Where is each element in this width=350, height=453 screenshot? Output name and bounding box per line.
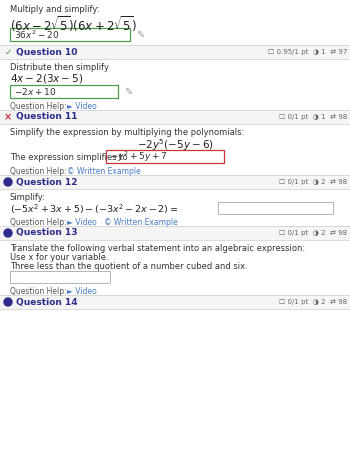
Text: ☐ 0.95/1 pt  ◑ 1  ⇄ 97: ☐ 0.95/1 pt ◑ 1 ⇄ 97 xyxy=(268,49,347,55)
Text: Simplify:: Simplify: xyxy=(10,193,46,202)
Text: The expression simplifies to: The expression simplifies to xyxy=(10,153,128,162)
Text: © Written Example: © Written Example xyxy=(104,218,177,227)
Text: Question 12: Question 12 xyxy=(16,178,77,187)
FancyBboxPatch shape xyxy=(0,295,350,309)
FancyBboxPatch shape xyxy=(10,28,130,41)
Text: ► Video: ► Video xyxy=(67,102,97,111)
Circle shape xyxy=(4,229,12,237)
FancyBboxPatch shape xyxy=(0,226,350,240)
Circle shape xyxy=(4,178,12,186)
FancyBboxPatch shape xyxy=(218,202,333,214)
Text: Three less than the quotient of a number cubed and six.: Three less than the quotient of a number… xyxy=(10,262,248,271)
Text: Question Help:: Question Help: xyxy=(10,167,66,176)
Text: ☐ 0/1 pt  ◑ 2  ⇄ 98: ☐ 0/1 pt ◑ 2 ⇄ 98 xyxy=(279,179,347,185)
FancyBboxPatch shape xyxy=(106,150,224,163)
Text: Question 10: Question 10 xyxy=(16,48,77,57)
Text: ✎: ✎ xyxy=(136,29,144,39)
Text: Question 11: Question 11 xyxy=(16,112,77,121)
Text: Simplify the expression by multiplying the polynomials:: Simplify the expression by multiplying t… xyxy=(10,128,244,137)
Text: $4x - 2(3x - 5)$: $4x - 2(3x - 5)$ xyxy=(10,72,83,85)
Text: ☐ 0/1 pt  ◑ 1  ⇄ 98: ☐ 0/1 pt ◑ 1 ⇄ 98 xyxy=(279,114,347,120)
Text: $36x^2 - 20$: $36x^2 - 20$ xyxy=(14,28,60,41)
Text: Use x for your variable.: Use x for your variable. xyxy=(10,253,108,262)
Text: Distribute then simplify: Distribute then simplify xyxy=(10,63,109,72)
Text: ► Video: ► Video xyxy=(67,287,97,296)
FancyBboxPatch shape xyxy=(0,175,350,189)
Text: $-y^2 + 5y + 7$: $-y^2 + 5y + 7$ xyxy=(110,149,168,164)
Text: ✓: ✓ xyxy=(4,48,12,57)
Text: ☐ 0/1 pt  ◑ 2  ⇄ 98: ☐ 0/1 pt ◑ 2 ⇄ 98 xyxy=(279,299,347,305)
FancyBboxPatch shape xyxy=(10,85,118,98)
Text: $-2y^5(-5y - 6)$: $-2y^5(-5y - 6)$ xyxy=(136,137,214,153)
Text: ☐ 0/1 pt  ◑ 2  ⇄ 98: ☐ 0/1 pt ◑ 2 ⇄ 98 xyxy=(279,230,347,236)
Text: Question Help:: Question Help: xyxy=(10,218,66,227)
Text: Multiply and simplify:: Multiply and simplify: xyxy=(10,5,99,14)
Text: $(6x - 2\sqrt{5})(6x + 2\sqrt{5})$: $(6x - 2\sqrt{5})(6x + 2\sqrt{5})$ xyxy=(10,14,136,34)
Text: ✎: ✎ xyxy=(124,87,132,96)
FancyBboxPatch shape xyxy=(0,45,350,59)
Text: Translate the following verbal statement into an algebraic expression:: Translate the following verbal statement… xyxy=(10,244,305,253)
Text: ×: × xyxy=(4,112,12,122)
Text: Question Help:: Question Help: xyxy=(10,102,66,111)
Text: © Written Example: © Written Example xyxy=(67,167,141,176)
Text: ► Video: ► Video xyxy=(67,218,97,227)
Text: Question Help:: Question Help: xyxy=(10,287,66,296)
Text: Question 14: Question 14 xyxy=(16,298,78,307)
Text: Question 13: Question 13 xyxy=(16,228,77,237)
Text: $-2x + 10$: $-2x + 10$ xyxy=(14,86,56,97)
Circle shape xyxy=(4,298,12,306)
Text: $(-5x^2 + 3x + 5) - (-3x^2 - 2x - 2) =$: $(-5x^2 + 3x + 5) - (-3x^2 - 2x - 2) =$ xyxy=(10,202,178,216)
FancyBboxPatch shape xyxy=(0,110,350,124)
FancyBboxPatch shape xyxy=(10,271,110,283)
